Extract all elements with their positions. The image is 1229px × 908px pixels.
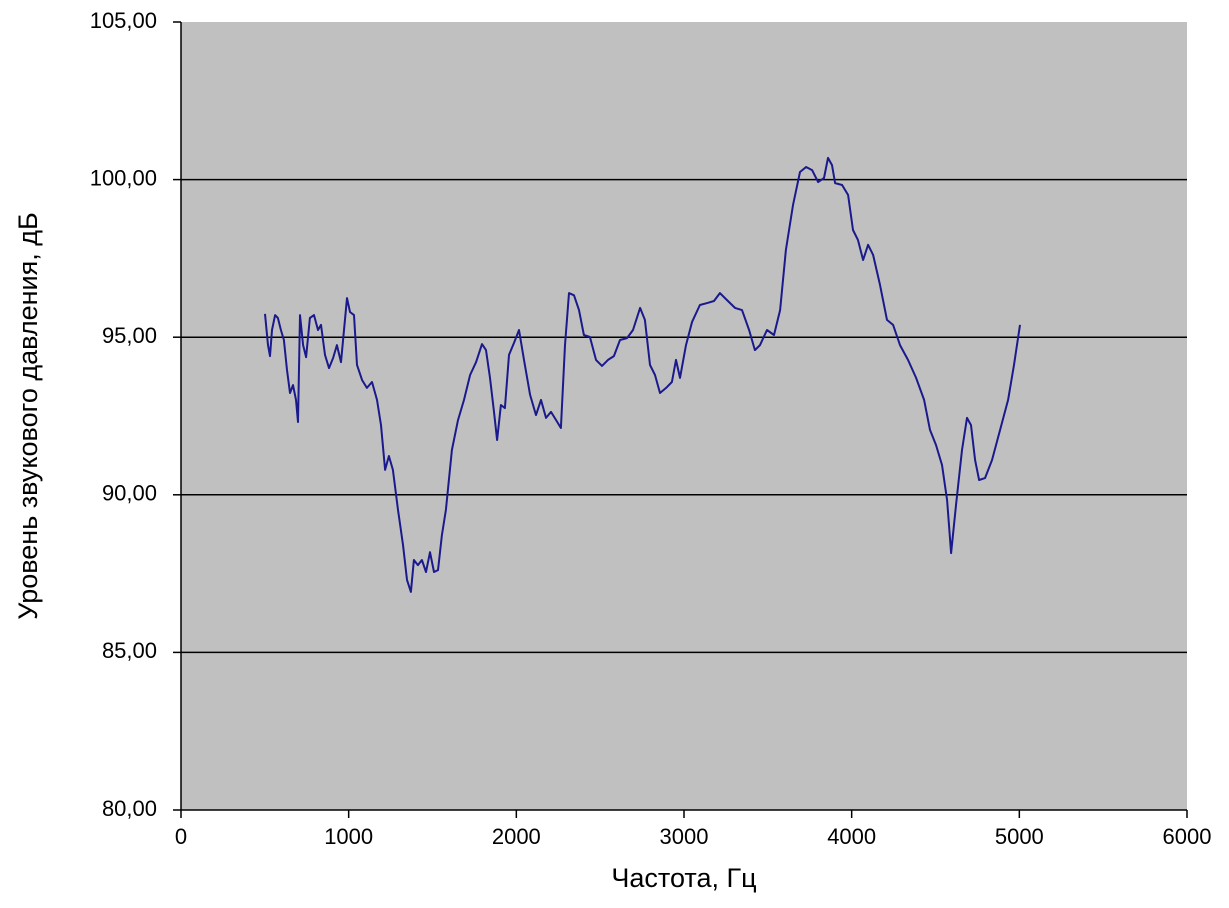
x-tick-label: 1000 [324,824,373,849]
x-tick-label: 4000 [827,824,876,849]
x-tick-label: 3000 [660,824,709,849]
y-tick-label: 90,00 [102,481,157,506]
y-axis-title: Уровень звукового давления, дБ [13,212,43,619]
plot-area [181,22,1187,810]
y-tick-label: 105,00 [90,8,157,33]
x-tick-label: 6000 [1163,824,1212,849]
y-tick-label: 100,00 [90,165,157,190]
x-tick-label: 0 [175,824,187,849]
x-axis-title: Частота, Гц [611,863,756,893]
x-tick-label: 5000 [995,824,1044,849]
x-tick-label: 2000 [492,824,541,849]
y-tick-label: 95,00 [102,323,157,348]
data-line [264,156,1021,593]
y-tick-label: 80,00 [102,796,157,821]
y-tick-label: 85,00 [102,638,157,663]
